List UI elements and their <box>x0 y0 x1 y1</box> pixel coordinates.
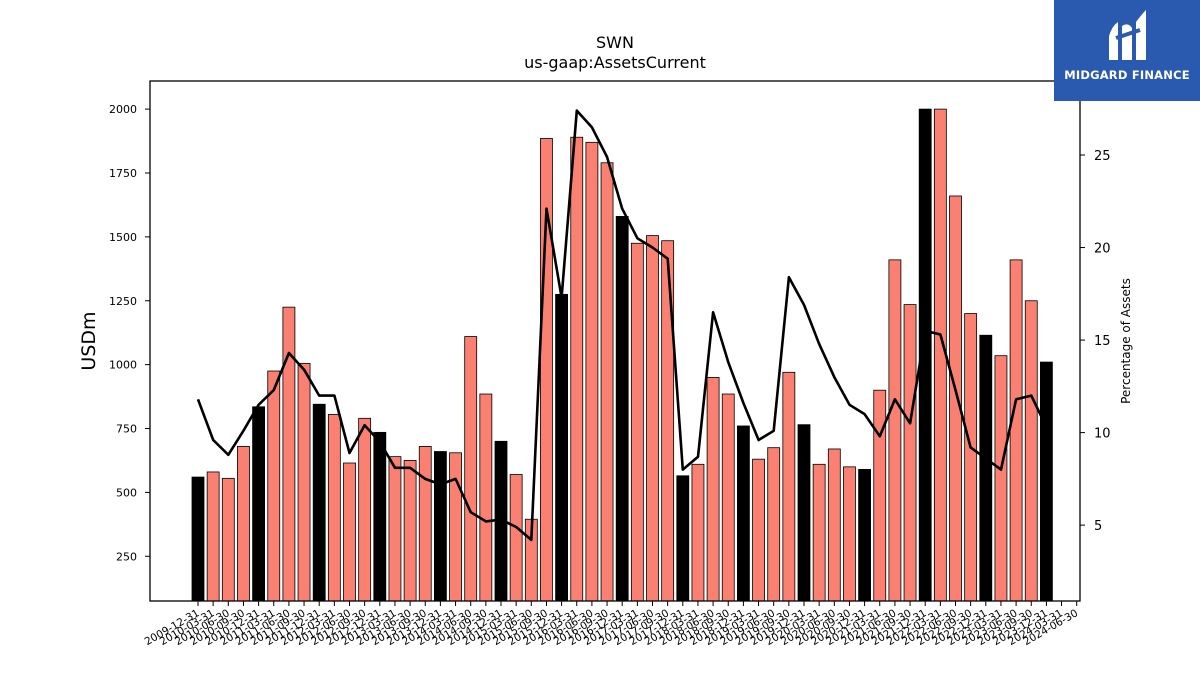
bar <box>979 334 993 602</box>
y-tick-label: 250 <box>116 550 137 563</box>
bar <box>282 306 296 602</box>
bar <box>1040 361 1053 602</box>
percentage-line-series <box>196 109 1048 542</box>
bar <box>827 448 841 602</box>
bar <box>903 304 917 602</box>
y2-axis-label: Percentage of Assets <box>1119 278 1133 404</box>
bar <box>737 425 750 602</box>
bar <box>388 456 402 602</box>
bar <box>873 389 887 602</box>
bar <box>767 447 781 602</box>
bar <box>191 476 205 602</box>
bar <box>964 313 978 602</box>
y-axis-label: USDm <box>78 311 100 370</box>
bar <box>267 370 281 602</box>
y-tick-label: 1750 <box>109 167 137 180</box>
bar <box>479 393 493 602</box>
bar <box>843 466 856 602</box>
y-tick-label: 1250 <box>109 295 137 308</box>
y-axis-left: 250 500 750 1000 1250 1500 1750 2000 <box>109 103 150 563</box>
y-tick-label: 1000 <box>109 359 137 372</box>
y2-tick-label: 25 <box>1094 149 1111 164</box>
midgard-logo-icon <box>1109 10 1146 60</box>
bar <box>888 259 902 602</box>
bar <box>509 474 523 602</box>
bar <box>858 469 871 602</box>
bar <box>994 355 1008 602</box>
y2-tick-label: 5 <box>1094 519 1102 534</box>
x-axis: 2009-12-312010-03-312010-06-302010-09-30… <box>143 601 1080 648</box>
bar <box>373 431 387 602</box>
y-tick-label: 750 <box>116 423 137 436</box>
bar-series <box>191 108 1053 602</box>
bar <box>206 471 220 602</box>
bar <box>221 477 235 602</box>
chart-title: SWN <box>596 33 634 52</box>
bar <box>1009 259 1023 602</box>
y-axis-right: 5 10 15 20 25 <box>1080 149 1111 534</box>
plot-frame <box>149 80 1081 602</box>
percentage-line <box>196 109 1048 542</box>
y2-tick-label: 20 <box>1094 242 1111 257</box>
y-tick-label: 1500 <box>109 231 137 244</box>
bar <box>949 195 962 602</box>
bar <box>661 240 675 602</box>
bar <box>297 362 311 602</box>
bar <box>752 458 765 602</box>
bar <box>721 393 735 602</box>
bar <box>782 371 796 602</box>
bar <box>358 417 372 602</box>
bar <box>312 403 326 602</box>
bar <box>464 336 478 602</box>
bar <box>706 377 720 602</box>
y-tick-label: 2000 <box>109 103 137 116</box>
bar <box>600 162 614 602</box>
bar <box>585 141 599 602</box>
bar <box>433 451 447 602</box>
bar <box>646 235 659 602</box>
bar <box>343 462 356 602</box>
bar <box>812 463 826 602</box>
bar <box>630 242 644 602</box>
y-tick-label: 500 <box>116 486 137 499</box>
bar <box>327 414 341 602</box>
bar <box>933 108 947 602</box>
chart-subtitle: us-gaap:AssetsCurrent <box>524 53 706 72</box>
bar <box>252 406 266 602</box>
bar <box>676 475 690 602</box>
bar <box>237 446 250 602</box>
bar <box>615 216 629 602</box>
bar <box>1024 300 1038 602</box>
bar <box>691 463 705 602</box>
bar <box>403 460 417 602</box>
y2-tick-label: 15 <box>1094 334 1111 349</box>
bar <box>797 424 811 602</box>
logo-text: MIDGARD FINANCE <box>1064 68 1190 82</box>
bar <box>449 452 462 602</box>
y2-tick-label: 10 <box>1094 427 1111 442</box>
bar <box>570 136 584 602</box>
bar <box>555 293 568 602</box>
bar <box>418 446 432 602</box>
